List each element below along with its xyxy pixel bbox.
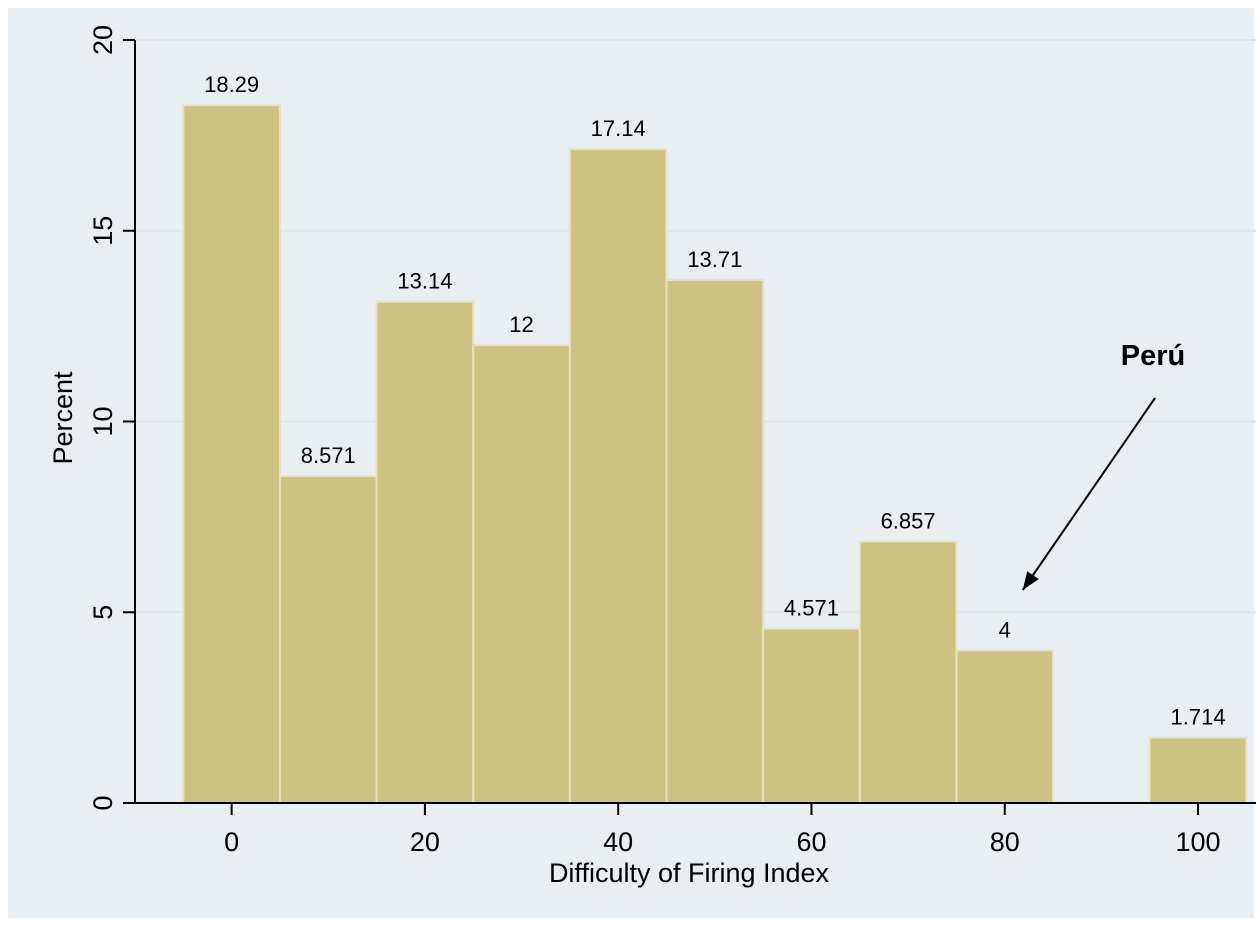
bar-7 <box>858 540 958 804</box>
bar-value-label-8: 4 <box>999 617 1011 642</box>
bar-value-label-2: 13.14 <box>397 269 452 294</box>
x-tick-label: 100 <box>1175 827 1220 857</box>
x-axis-title: Difficulty of Firing Index <box>549 858 830 888</box>
bar-3 <box>472 344 571 804</box>
bar-value-label-4: 17.14 <box>591 116 646 141</box>
y-tick-label: 15 <box>88 216 118 246</box>
y-tick-label: 10 <box>88 406 118 436</box>
bar-8 <box>955 649 1055 805</box>
annotation-peru: Perú <box>1121 340 1185 372</box>
annotation-arrow <box>1021 397 1156 591</box>
y-axis-title: Percent <box>48 371 78 465</box>
bar-value-label-3: 12 <box>509 312 533 337</box>
axes: 0 5 10 15 20 0 20 40 60 80 100 <box>88 25 1256 857</box>
y-tick-label: 5 <box>88 605 118 620</box>
x-tick-label: 0 <box>224 827 239 857</box>
bar-5 <box>665 278 765 804</box>
bar-0 <box>182 104 281 804</box>
bars <box>182 104 1248 805</box>
arrow-head <box>1022 571 1039 590</box>
bar-4 <box>568 148 668 804</box>
bar-2 <box>375 300 475 804</box>
y-tick-label: 0 <box>88 795 118 810</box>
x-tick-label: 80 <box>990 827 1020 857</box>
bar-6 <box>762 627 861 804</box>
arrow-shaft <box>1021 397 1156 591</box>
bar-value-label-7: 6.857 <box>881 508 936 533</box>
bar-value-label-1: 8.571 <box>301 443 356 468</box>
x-tick-label: 20 <box>410 827 440 857</box>
bar-value-label-5: 13.71 <box>687 247 742 272</box>
x-tick-label: 40 <box>603 827 633 857</box>
bar-value-label-0: 18.29 <box>204 72 259 97</box>
bar-value-label-9: 1.714 <box>1170 705 1225 730</box>
x-tick-label: 60 <box>796 827 826 857</box>
bar-labels: 18.29 8.571 13.14 12 17.14 13.71 4.571 6.857 4 1.… <box>204 72 1225 729</box>
bar-1 <box>278 475 378 804</box>
bar-value-label-6: 4.571 <box>784 596 839 621</box>
y-tick-label: 20 <box>88 25 118 55</box>
bar-9 <box>1148 736 1248 804</box>
